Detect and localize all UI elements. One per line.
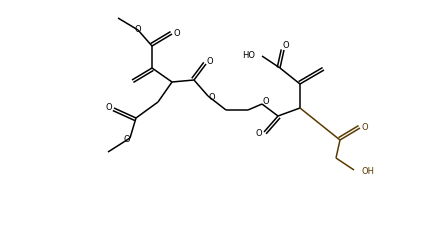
Text: O: O xyxy=(124,135,130,144)
Text: O: O xyxy=(135,25,141,34)
Text: O: O xyxy=(207,58,213,67)
Text: HO: HO xyxy=(242,52,255,61)
Text: O: O xyxy=(174,29,180,38)
Text: O: O xyxy=(282,41,290,50)
Text: O: O xyxy=(106,103,112,112)
Text: O: O xyxy=(209,94,215,103)
Text: OH: OH xyxy=(361,167,374,176)
Text: O: O xyxy=(362,122,368,131)
Text: O: O xyxy=(256,130,262,139)
Text: O: O xyxy=(263,97,269,106)
